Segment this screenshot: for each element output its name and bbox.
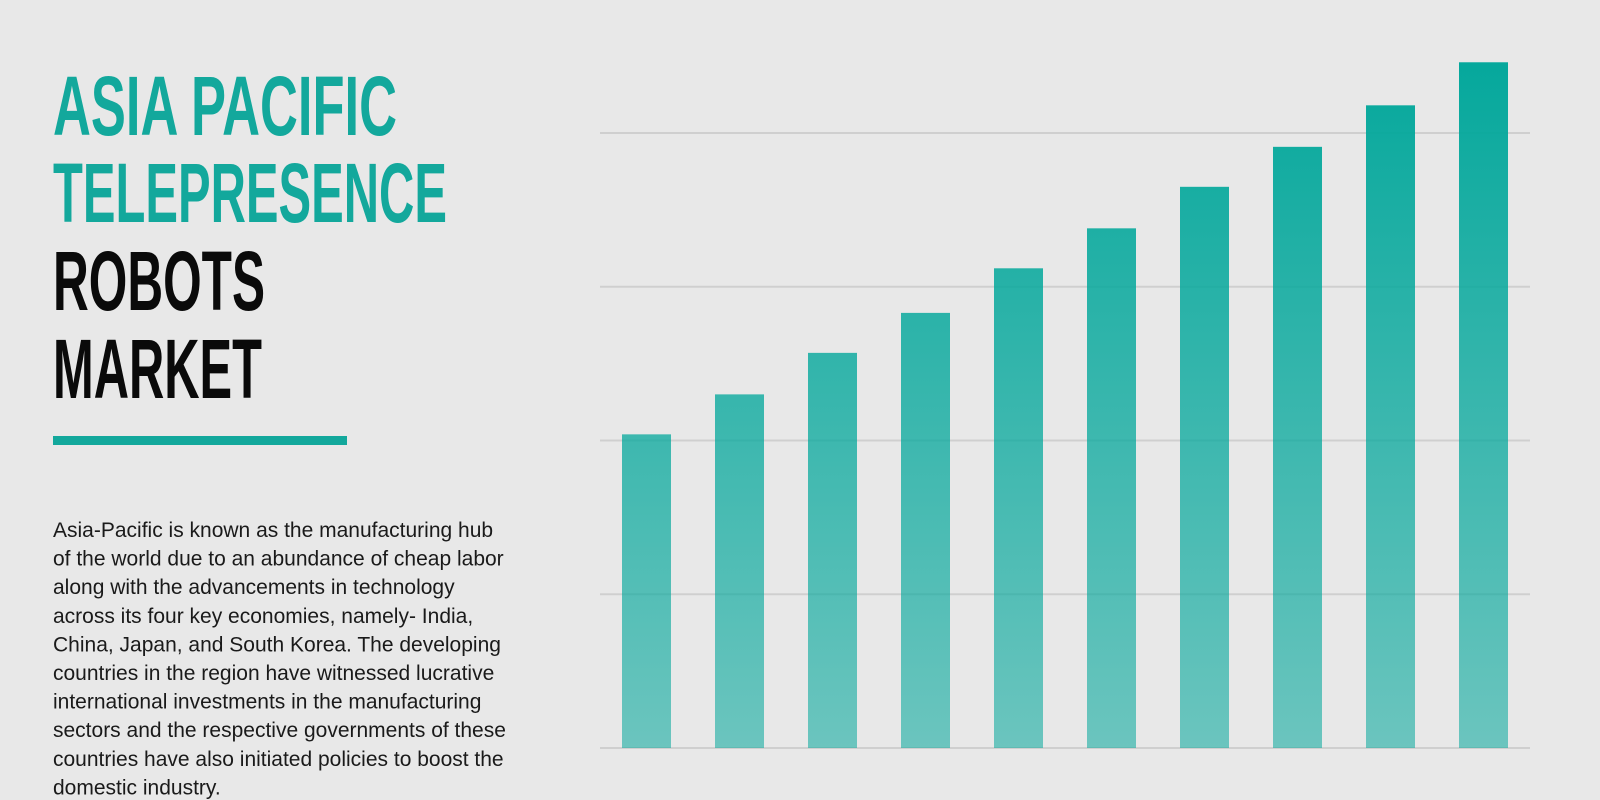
- title-line: MARKET: [53, 322, 262, 416]
- bar: [715, 394, 764, 748]
- body-line: along with the advancements in technolog…: [53, 576, 455, 599]
- bar: [622, 434, 671, 748]
- body-line: countries in the region have witnessed l…: [53, 662, 494, 685]
- bar: [1180, 186, 1229, 748]
- body-line: sectors and the respective governments o…: [53, 719, 506, 742]
- title-line: ASIA PACIFIC: [53, 59, 397, 153]
- title-line: TELEPRESENCE: [53, 146, 447, 240]
- body-line: China, Japan, and South Korea. The devel…: [53, 633, 501, 656]
- body-text: Asia-Pacific is known as the manufacturi…: [53, 519, 506, 799]
- body-line: across its four key economies, namely- I…: [53, 605, 473, 628]
- title-line: ROBOTS: [53, 234, 265, 328]
- bar: [1087, 228, 1136, 748]
- divider: [53, 436, 347, 445]
- body-line: international investments in the manufac…: [53, 691, 481, 714]
- bars: [622, 62, 1508, 748]
- bar: [994, 268, 1043, 748]
- body-line: Asia-Pacific is known as the manufacturi…: [53, 519, 493, 542]
- bar: [901, 312, 950, 748]
- bar: [808, 352, 857, 748]
- body-line: domestic industry.: [53, 776, 221, 799]
- body-line: countries have also initiated policies t…: [53, 748, 504, 771]
- bar: [1366, 105, 1415, 748]
- bar: [1459, 62, 1508, 748]
- bar: [1273, 146, 1322, 748]
- body-line: of the world due to an abundance of chea…: [53, 548, 504, 571]
